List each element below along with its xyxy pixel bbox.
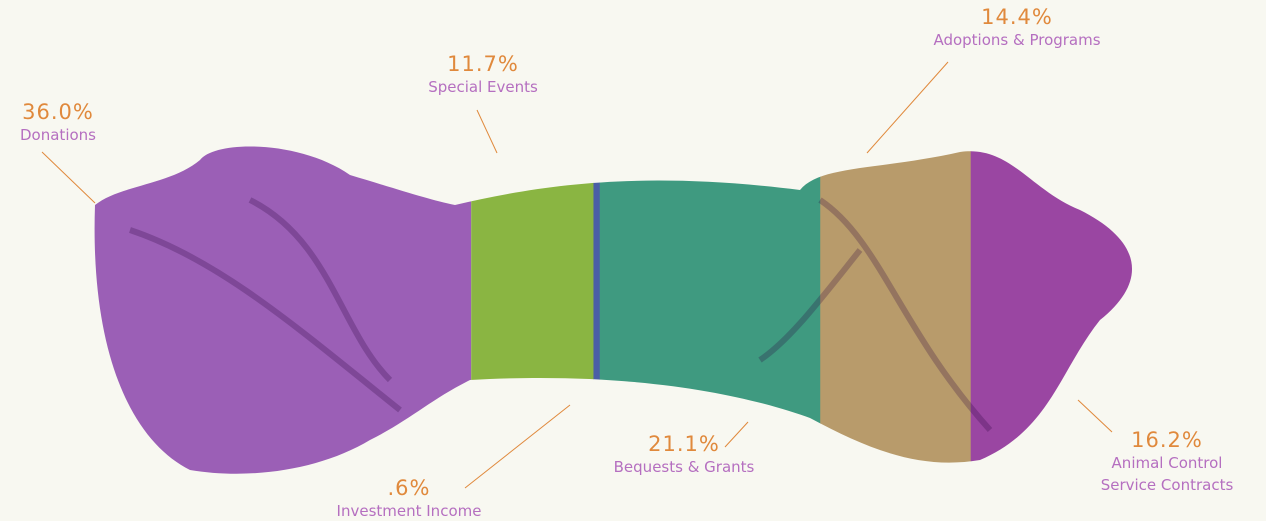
leader-line xyxy=(866,61,949,154)
segment xyxy=(820,146,972,474)
percent-label: .6% xyxy=(387,476,431,500)
segment-label: .6% Investment Income xyxy=(337,476,482,521)
percent-label: 16.2% xyxy=(1131,428,1203,452)
leader-line xyxy=(1077,399,1113,433)
category-label: Bequests & Grants xyxy=(613,458,755,476)
percent-label: 21.1% xyxy=(648,432,720,456)
segment xyxy=(94,146,472,474)
percent-label: 11.7% xyxy=(447,52,519,76)
bone xyxy=(94,146,1133,474)
segment-label: 11.7% Special Events xyxy=(428,52,538,98)
segment xyxy=(593,146,601,474)
segment-label: 14.4% Adoptions & Programs xyxy=(933,5,1100,51)
category-label: Special Events xyxy=(428,78,538,96)
category-label: Investment Income xyxy=(336,502,482,520)
fold xyxy=(129,227,402,413)
category-label: Adoptions & Programs xyxy=(933,31,1101,49)
fold xyxy=(248,197,393,383)
category-label: Animal Control Service Contracts xyxy=(1100,454,1234,494)
fold xyxy=(818,197,993,433)
segment-label: 16.2% Animal Control Service Contracts xyxy=(1092,428,1242,496)
segment-label: 21.1% Bequests & Grants xyxy=(614,432,755,478)
segment-label: 36.0% Donations xyxy=(20,100,96,146)
percent-label: 14.4% xyxy=(981,5,1053,29)
fold xyxy=(758,248,863,363)
leader-line xyxy=(464,404,571,489)
leader-line xyxy=(724,421,749,448)
bone-folds xyxy=(129,197,993,433)
percent-label: 36.0% xyxy=(22,100,94,124)
category-label: Donations xyxy=(20,126,96,144)
leader-line xyxy=(41,151,96,204)
leader-lines xyxy=(41,61,1113,489)
leader-line xyxy=(476,109,498,154)
